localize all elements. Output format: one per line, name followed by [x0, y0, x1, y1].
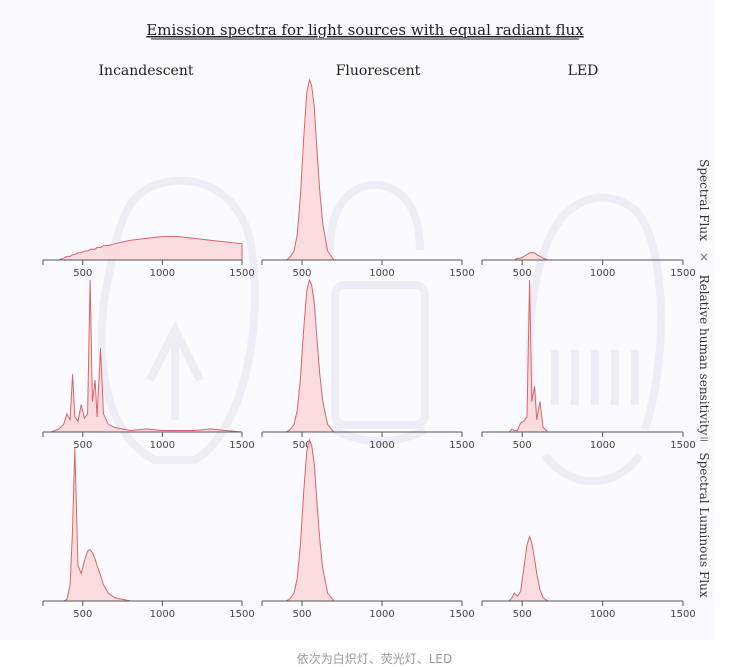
row-label-spectral-luminous-flux: Spectral Luminous Flux — [697, 452, 711, 598]
panel-incandescent-spectral-flux: 500 1000 1500 — [42, 236, 255, 279]
panel-led-spectral-flux-tick-label-1500: 1500 — [670, 268, 695, 279]
column-label-led: LED — [568, 63, 599, 79]
figure-caption: 依次为白炽灯、荧光灯、LED — [296, 652, 453, 666]
panel-fluorescent-sensitivity-tick-label-500: 500 — [292, 440, 311, 451]
panel-led-sensitivity-tick-label-1500: 1500 — [670, 440, 695, 451]
column-label-incandescent: Incandescent — [99, 63, 194, 79]
panel-incandescent-sensitivity-tick-label-1500: 1500 — [229, 440, 254, 451]
panel-incandescent-luminous-flux-tick-label-500: 500 — [73, 609, 92, 620]
panel-led-luminous-flux-tick-label-1500: 1500 — [670, 609, 695, 620]
panel-fluorescent-spectral-flux-tick-label-500: 500 — [292, 268, 311, 279]
chart-title: Emission spectra for light sources with … — [146, 21, 584, 39]
panel-led-luminous-flux-tick-label-1000: 1000 — [590, 609, 615, 620]
panel-led-spectral-flux-tick-label-500: 500 — [513, 268, 532, 279]
panel-incandescent-spectral-flux-tick-label-1000: 1000 — [150, 268, 175, 279]
panel-led-sensitivity: 500 1000 1500 — [481, 279, 696, 451]
background-bulb-incandescent — [97, 176, 259, 464]
panel-led-sensitivity-tick-label-500: 500 — [513, 440, 532, 451]
panel-fluorescent-spectral-flux-tick-label-1000: 1000 — [369, 268, 394, 279]
panel-incandescent-spectral-flux-tick-label-500: 500 — [73, 268, 92, 279]
operator-equals: = — [699, 432, 709, 446]
panel-led-sensitivity-tick-label-1000: 1000 — [590, 440, 615, 451]
panel-incandescent-luminous-flux-tick-label-1000: 1000 — [150, 609, 175, 620]
panel-fluorescent-spectral-flux-tick-label-1500: 1500 — [449, 268, 474, 279]
panel-incandescent-spectral-flux-series-area — [50, 236, 243, 261]
background-bulb-fluorescent — [326, 180, 429, 446]
spectra-panels: 500 1000 1500 500 1000 1500 500 1000 1500 500 1000… — [42, 78, 696, 620]
panel-fluorescent-sensitivity: 500 1000 1500 — [261, 278, 475, 451]
operator-times: × — [699, 250, 709, 264]
panel-fluorescent-spectral-flux: 500 1000 1500 — [261, 78, 475, 279]
panel-led-luminous-flux: 500 1000 1500 — [481, 535, 696, 620]
panel-incandescent-spectral-flux-tick-label-1500: 1500 — [229, 268, 254, 279]
panel-led-spectral-flux-tick-label-1000: 1000 — [590, 268, 615, 279]
panel-incandescent-sensitivity-tick-label-1000: 1000 — [150, 440, 175, 451]
panel-incandescent-sensitivity-series-area — [50, 279, 243, 433]
panel-fluorescent-sensitivity-tick-label-1500: 1500 — [449, 440, 474, 451]
panel-incandescent-luminous-flux: 500 1000 1500 — [42, 448, 255, 620]
figure-background — [0, 0, 715, 640]
panel-incandescent-sensitivity: 500 1000 1500 — [42, 279, 255, 451]
panel-fluorescent-luminous-flux: 500 1000 1500 — [261, 438, 475, 620]
panel-fluorescent-sensitivity-tick-label-1000: 1000 — [369, 440, 394, 451]
panel-fluorescent-luminous-flux-tick-label-1000: 1000 — [369, 609, 394, 620]
row-label-relative-human-sensitivity: Relative human sensitivity — [697, 275, 711, 436]
column-label-fluorescent: Fluorescent — [336, 63, 421, 79]
panel-incandescent-luminous-flux-tick-label-1500: 1500 — [229, 609, 254, 620]
panel-incandescent-sensitivity-tick-label-500: 500 — [73, 440, 92, 451]
panel-fluorescent-luminous-flux-tick-label-1500: 1500 — [449, 609, 474, 620]
row-label-spectral-flux: Spectral Flux — [697, 159, 711, 241]
panel-led-luminous-flux-tick-label-500: 500 — [513, 609, 532, 620]
panel-fluorescent-luminous-flux-tick-label-500: 500 — [292, 609, 311, 620]
panel-led-spectral-flux: 500 1000 1500 — [481, 252, 696, 279]
